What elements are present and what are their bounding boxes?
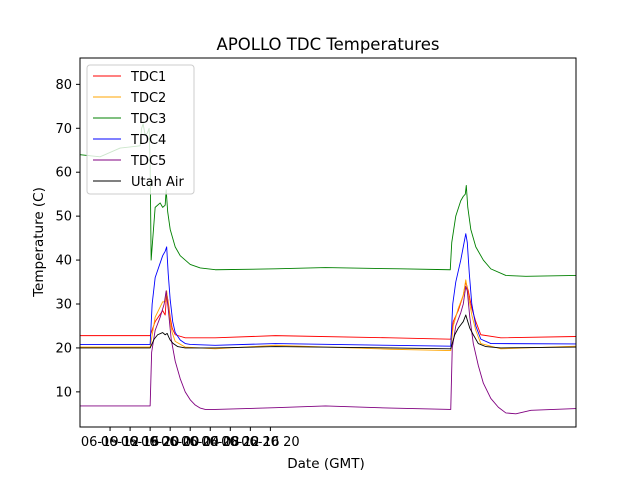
- x-tick-label: 06-20 00: [141, 435, 199, 450]
- series-line-tdc5: [80, 285, 577, 415]
- y-tick-label: 20: [55, 341, 72, 356]
- y-tick-label: 40: [55, 254, 72, 269]
- legend-label: Utah Air: [131, 175, 184, 190]
- x-tick-label: 06-20 20: [241, 435, 299, 450]
- series-line-tdc4: [80, 233, 577, 347]
- y-tick-label: 60: [55, 166, 72, 181]
- y-tick-label: 70: [55, 122, 72, 137]
- series-line-tdc2: [80, 279, 577, 352]
- y-tick-label: 30: [55, 298, 72, 313]
- x-tick-label: 06-20 04: [161, 435, 219, 450]
- series-line-tdc1: [80, 281, 577, 340]
- x-tick-label: 06-20 08: [181, 435, 239, 450]
- x-tick-label: 06-20 12: [201, 435, 259, 450]
- y-tick-label: 50: [55, 210, 72, 225]
- chart-title: APOLLO TDC Temperatures: [217, 35, 440, 54]
- y-axis-label: Temperature (C): [31, 187, 47, 298]
- legend-label: TDC3: [130, 112, 166, 127]
- y-tick-label: 10: [55, 385, 72, 400]
- x-tick-label: 06-19 16: [101, 435, 159, 450]
- legend-label: TDC2: [130, 91, 166, 106]
- legend-label: TDC5: [130, 154, 166, 169]
- legend-label: TDC1: [130, 70, 166, 85]
- y-axis-ticks: 10 20 30 40 50 60 70 80: [55, 78, 80, 400]
- plot-frame: [79, 57, 577, 428]
- x-tick-label: 06-20 16: [221, 435, 279, 450]
- legend: TDC1 TDC2 TDC3 TDC4 TDC5 Utah Air: [86, 64, 195, 195]
- x-tick-label: 06-19 12: [81, 435, 139, 450]
- y-tick-label: 80: [55, 78, 72, 93]
- legend-label: TDC4: [130, 133, 166, 148]
- x-tick-label: 06-19 20: [121, 435, 179, 450]
- x-axis-label: Date (GMT): [287, 456, 364, 472]
- series-line-utah-air: [80, 314, 577, 350]
